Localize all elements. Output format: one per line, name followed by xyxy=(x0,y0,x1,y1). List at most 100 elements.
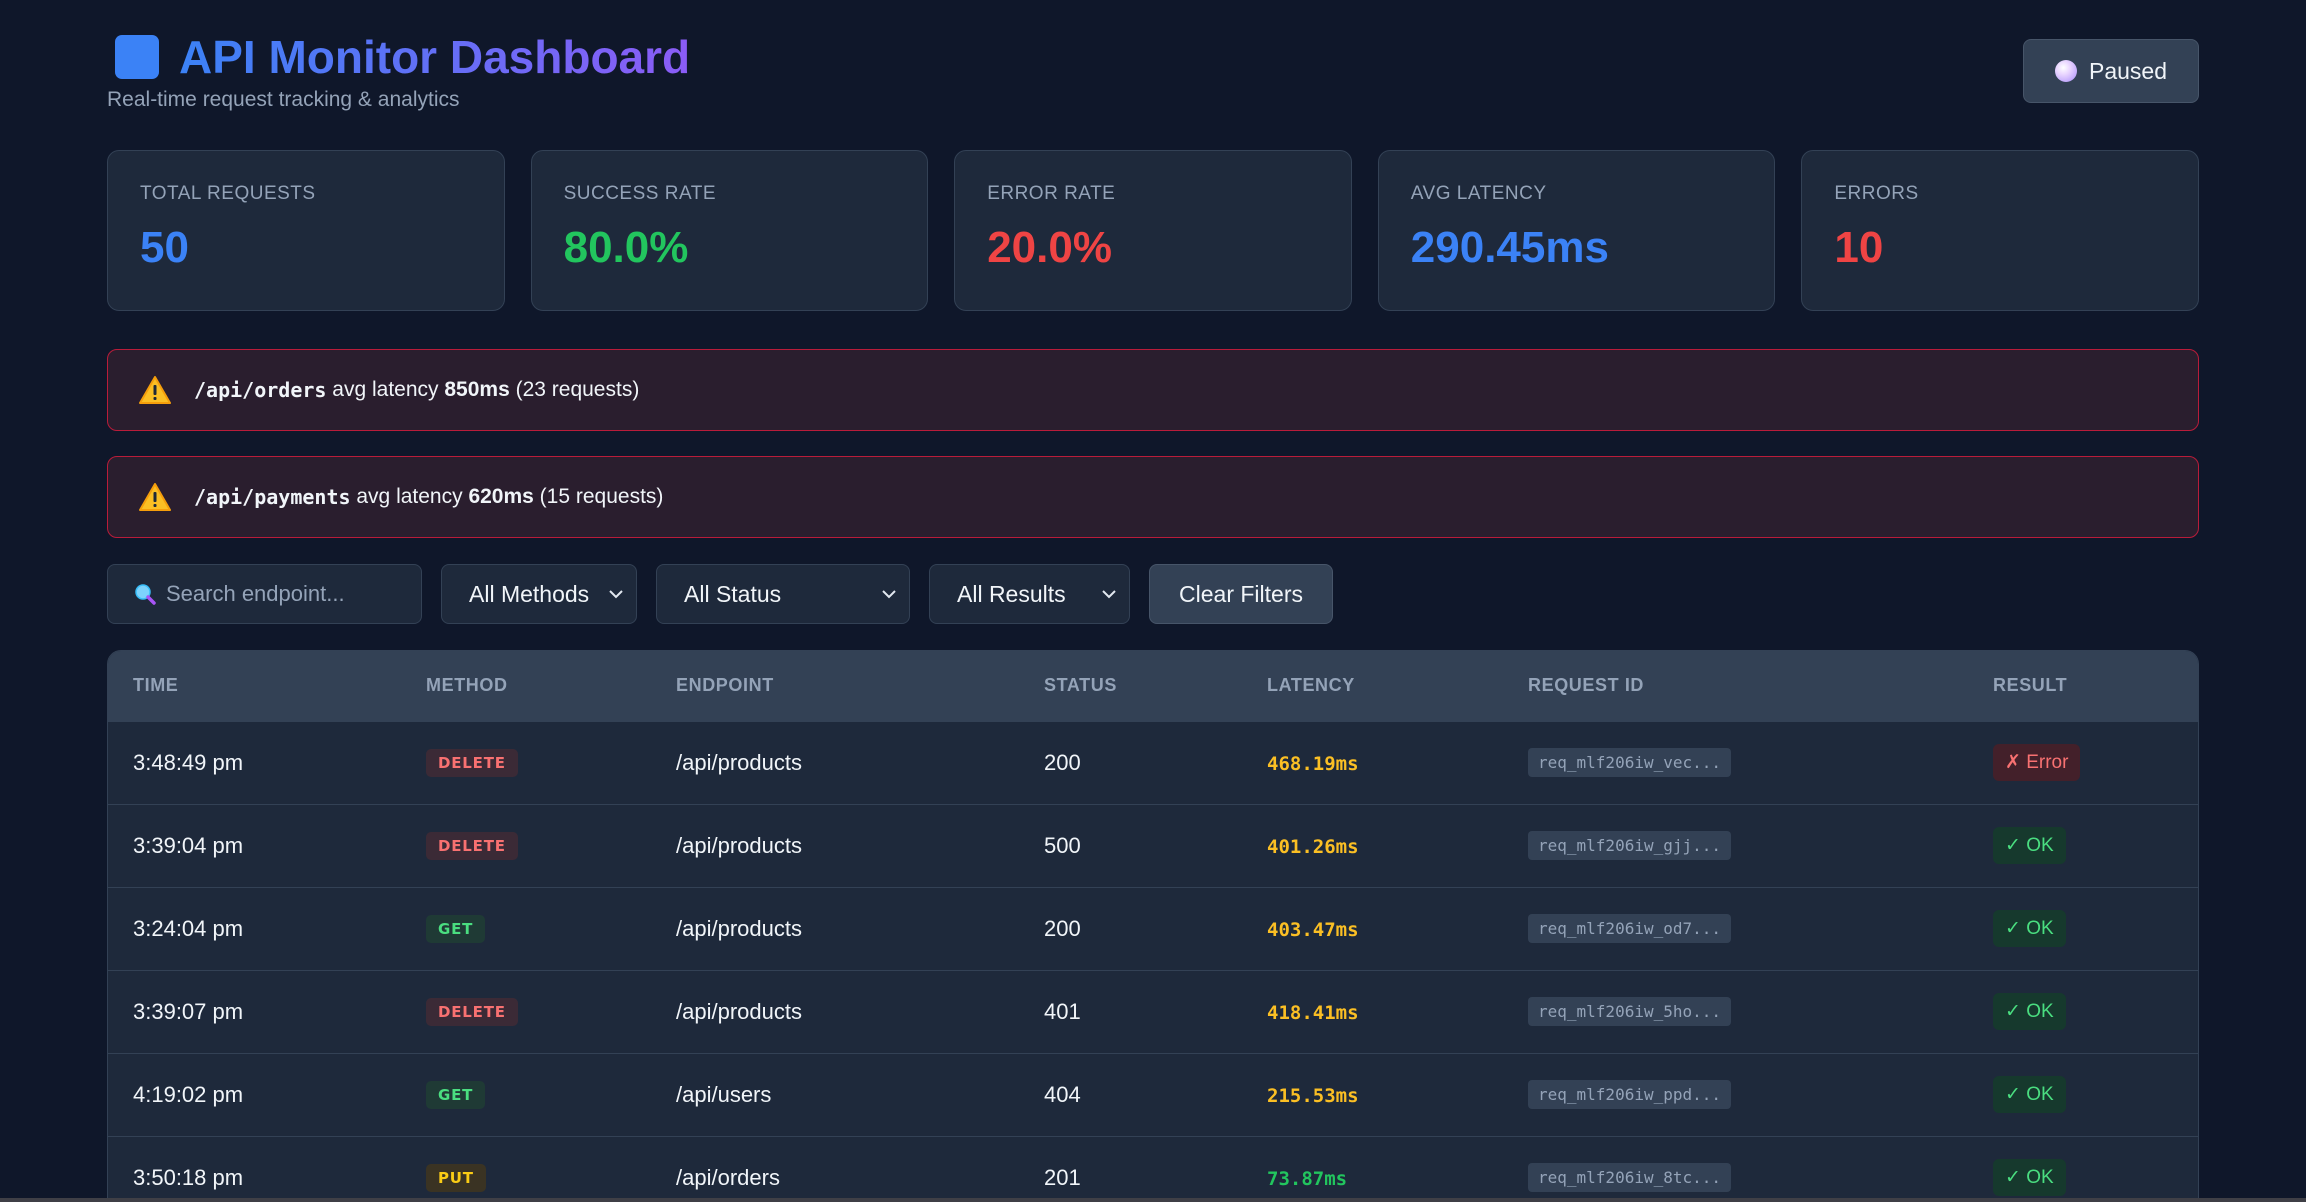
alert-endpoint: /api/payments xyxy=(194,485,351,509)
cell-time: 3:24:04 pm xyxy=(108,886,401,970)
request-id: req_mlf206iw_vec... xyxy=(1528,748,1732,777)
latency-value: 401.26ms xyxy=(1267,835,1359,858)
stat-card-errors: ERRORS 10 xyxy=(1801,150,2199,311)
alert-endpoint: /api/orders xyxy=(194,378,327,402)
table-row[interactable]: 3:24:04 pm GET /api/products 200 403.47m… xyxy=(108,886,2198,970)
filter-bar: All Methods All Status All Results Clear… xyxy=(107,564,2199,624)
result-badge: ✓ OK xyxy=(1993,910,2066,947)
method-select[interactable]: All Methods xyxy=(441,564,637,624)
stat-label: TOTAL REQUESTS xyxy=(140,183,316,204)
cell-endpoint: /api/products xyxy=(651,886,1019,970)
requests-table-container: TIME METHOD ENDPOINT STATUS LATENCY REQU… xyxy=(107,650,2199,1202)
stat-card-success-rate: SUCCESS RATE 80.0% xyxy=(530,150,929,311)
stat-card-total-requests: TOTAL REQUESTS 50 xyxy=(107,150,505,311)
method-badge: GET xyxy=(426,915,486,943)
latency-value: 403.47ms xyxy=(1267,918,1359,941)
title-row: API Monitor Dashboard xyxy=(115,30,690,84)
cell-time: 4:19:02 pm xyxy=(108,1052,401,1136)
cell-status: 404 xyxy=(1019,1052,1242,1136)
cell-status: 401 xyxy=(1019,969,1242,1053)
method-badge: PUT xyxy=(426,1164,486,1193)
search-input[interactable] xyxy=(166,581,416,607)
latency-alert: /api/orders avg latency 850ms (23 reques… xyxy=(107,349,2199,431)
cell-endpoint: /api/users xyxy=(651,1052,1019,1136)
table-row[interactable]: 4:19:02 pm GET /api/users 404 215.53ms r… xyxy=(108,1052,2198,1136)
alert-latency: 620ms xyxy=(468,485,534,508)
pause-toggle-button[interactable]: Paused xyxy=(2023,39,2199,103)
latency-value: 215.53ms xyxy=(1267,1084,1359,1107)
stats-row: TOTAL REQUESTS 50 SUCCESS RATE 80.0% ERR… xyxy=(107,150,2199,311)
requests-table: TIME METHOD ENDPOINT STATUS LATENCY REQU… xyxy=(108,651,2198,1202)
table-row[interactable]: 3:39:07 pm DELETE /api/products 401 418.… xyxy=(108,969,2198,1053)
page-subtitle: Real-time request tracking & analytics xyxy=(107,88,460,111)
cell-endpoint: /api/products xyxy=(651,720,1019,804)
method-badge: DELETE xyxy=(426,998,518,1026)
method-select-value: All Methods xyxy=(469,580,590,607)
request-id: req_mlf206iw_5ho... xyxy=(1528,997,1732,1026)
chevron-down-icon xyxy=(1102,590,1116,599)
chevron-down-icon xyxy=(882,590,896,599)
request-id: req_mlf206iw_ppd... xyxy=(1528,1080,1732,1109)
warning-icon xyxy=(139,376,171,404)
request-id: req_mlf206iw_od7... xyxy=(1528,914,1732,943)
alert-latency: 850ms xyxy=(444,378,510,401)
cell-status: 200 xyxy=(1019,886,1242,970)
column-header-request-id[interactable]: REQUEST ID xyxy=(1528,675,1645,696)
alert-text: avg latency xyxy=(326,378,445,401)
column-header-time[interactable]: TIME xyxy=(133,675,179,696)
result-badge: ✓ OK xyxy=(1993,1076,2066,1113)
cell-endpoint: /api/orders xyxy=(651,1135,1019,1202)
status-select[interactable]: All Status xyxy=(656,564,910,624)
cell-endpoint: /api/products xyxy=(651,803,1019,887)
column-header-status[interactable]: STATUS xyxy=(1044,675,1117,696)
cell-status: 200 xyxy=(1019,720,1242,804)
column-header-latency[interactable]: LATENCY xyxy=(1267,675,1355,696)
table-row[interactable]: 3:50:18 pm PUT /api/orders 201 73.87ms r… xyxy=(108,1135,2198,1202)
latency-alert: /api/payments avg latency 620ms (15 requ… xyxy=(107,456,2199,538)
latency-value: 73.87ms xyxy=(1267,1167,1348,1190)
cell-endpoint: /api/products xyxy=(651,969,1019,1053)
column-header-endpoint[interactable]: ENDPOINT xyxy=(676,675,774,696)
stat-value: 20.0% xyxy=(987,223,1112,272)
method-badge: DELETE xyxy=(426,832,518,860)
column-header-method[interactable]: METHOD xyxy=(426,675,508,696)
request-id: req_mlf206iw_gjj... xyxy=(1528,831,1732,860)
cell-time: 3:48:49 pm xyxy=(108,720,401,804)
cell-time: 3:39:07 pm xyxy=(108,969,401,1053)
cell-time: 3:50:18 pm xyxy=(108,1135,401,1202)
result-badge: ✓ OK xyxy=(1993,993,2066,1030)
alert-count: (23 requests) xyxy=(509,378,640,401)
stat-value: 10 xyxy=(1834,223,1884,272)
stat-card-avg-latency: AVG LATENCY 290.45ms xyxy=(1377,150,1776,311)
column-header-result[interactable]: RESULT xyxy=(1993,675,2068,696)
stat-value: 80.0% xyxy=(563,223,689,272)
alert-count: (15 requests) xyxy=(533,485,664,508)
table-row[interactable]: 3:39:04 pm DELETE /api/products 500 401.… xyxy=(108,803,2198,887)
clear-filters-button[interactable]: Clear Filters xyxy=(1149,564,1333,624)
result-badge: ✓ OK xyxy=(1993,1159,2066,1197)
result-select[interactable]: All Results xyxy=(929,564,1130,624)
stat-label: SUCCESS RATE xyxy=(563,183,716,204)
stat-label: AVG LATENCY xyxy=(1410,183,1547,204)
stat-label: ERRORS xyxy=(1834,183,1919,204)
stat-value: 50 xyxy=(140,223,189,272)
search-icon xyxy=(135,584,156,605)
status-dot-icon xyxy=(2054,60,2077,82)
result-badge: ✗ Error xyxy=(1993,744,2081,781)
latency-value: 468.19ms xyxy=(1267,752,1359,775)
header: API Monitor Dashboard Real-time request … xyxy=(107,0,2199,150)
logo-icon xyxy=(115,35,159,79)
status-select-value: All Status xyxy=(684,580,782,607)
request-id: req_mlf206iw_8tc... xyxy=(1528,1163,1732,1193)
cell-status: 500 xyxy=(1019,803,1242,887)
table-header-row: TIME METHOD ENDPOINT STATUS LATENCY REQU… xyxy=(108,651,2198,721)
table-row[interactable]: 3:48:49 pm DELETE /api/products 200 468.… xyxy=(108,720,2198,804)
search-box[interactable] xyxy=(107,564,422,624)
cell-time: 3:39:04 pm xyxy=(108,803,401,887)
stat-value: 290.45ms xyxy=(1410,223,1609,272)
cell-status: 201 xyxy=(1019,1135,1242,1202)
alert-text: avg latency xyxy=(350,485,469,508)
method-badge: GET xyxy=(426,1081,486,1109)
horizontal-scrollbar[interactable] xyxy=(0,1198,2306,1202)
